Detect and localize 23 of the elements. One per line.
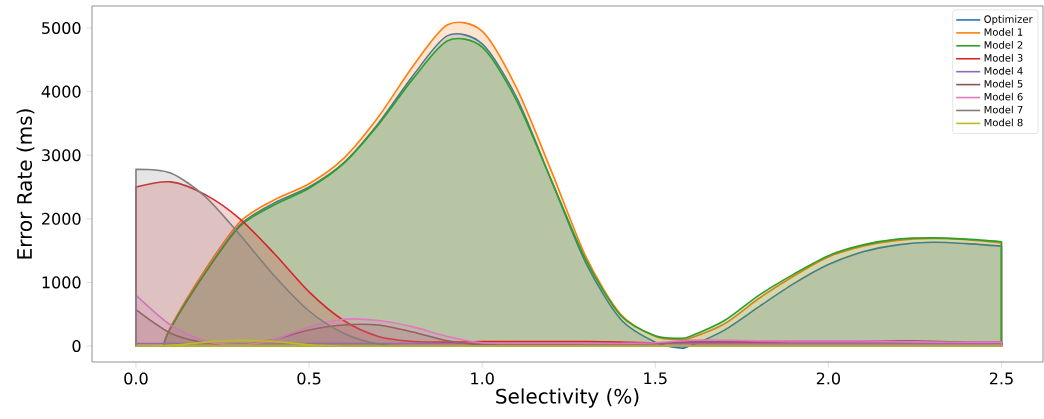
legend-label: Model 5 <box>984 79 1023 88</box>
legend-label: Optimizer <box>984 15 1033 25</box>
legend-label: Model 2 <box>984 41 1023 49</box>
y-axis-title: Error Rate (ms) <box>16 109 35 259</box>
y-tick-label: 0 <box>72 339 81 353</box>
x-tick-label: 1.0 <box>471 372 494 385</box>
x-tick-label: 2.5 <box>989 372 1013 385</box>
legend-label: Model 4 <box>984 66 1023 75</box>
legend-label: Model 3 <box>984 53 1023 62</box>
legend-label: Model 8 <box>984 118 1023 127</box>
x-axis-title: Selectivity (%) <box>496 388 639 408</box>
x-tick-label: 0.5 <box>297 372 321 385</box>
y-tick-label: 1000 <box>42 276 81 289</box>
y-tick-label: 3000 <box>42 149 81 162</box>
y-tick-label: 2000 <box>42 212 81 225</box>
x-tick-label: 2.0 <box>816 372 841 385</box>
x-tick-label: 0.0 <box>124 372 148 385</box>
y-tick-label: 5000 <box>42 21 81 35</box>
y-tick-label: 4000 <box>41 85 81 98</box>
legend-label: Model 1 <box>984 28 1023 36</box>
x-tick-label: 1.5 <box>644 372 667 385</box>
legend-label: Model 6 <box>984 92 1023 101</box>
legend-label: Model 7 <box>984 105 1023 114</box>
